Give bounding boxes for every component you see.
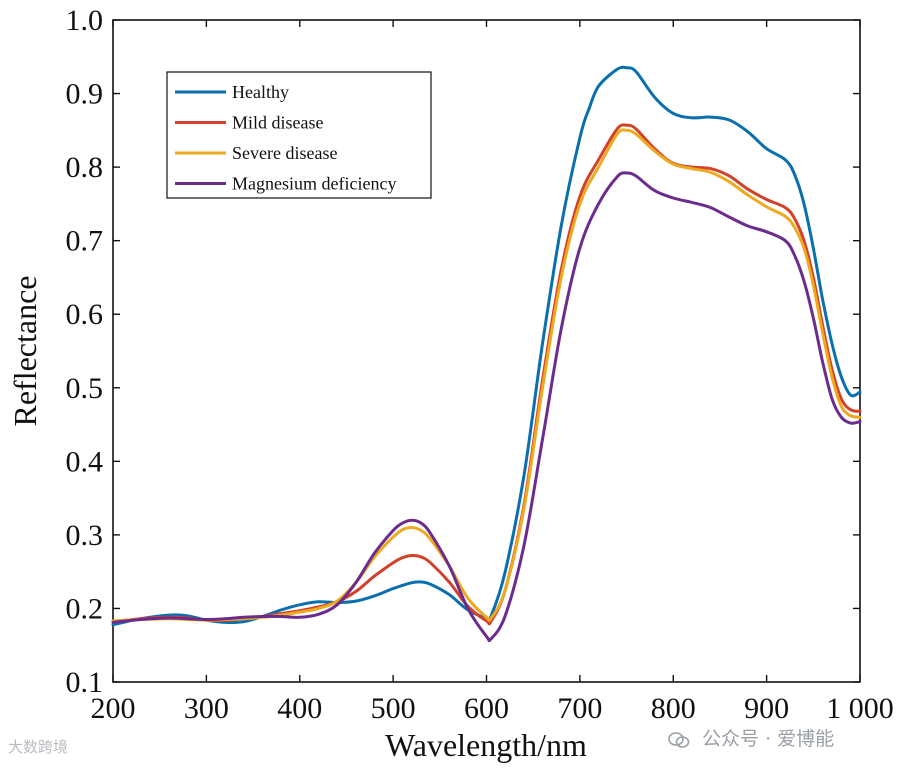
y-tick-label: 0.5 [66, 372, 104, 405]
y-axis-title: Reflectance [7, 276, 43, 427]
watermark-right: 公众号 · 爱博能 [668, 724, 834, 751]
wechat-icon [668, 731, 690, 748]
legend: Healthy Mild disease Severe disease Magnesi… [166, 71, 432, 199]
x-tick-label: 300 [184, 692, 229, 725]
series-line-severe-disease [111, 128, 862, 623]
x-tick-label: 600 [464, 692, 509, 725]
y-tick-label: 0.6 [66, 298, 104, 331]
legend-label-mild-disease: Mild disease [232, 113, 324, 133]
x-tick-label: 800 [651, 692, 696, 725]
watermark-left-text: 大数跨境 [8, 738, 69, 756]
series-lines [111, 65, 862, 643]
y-tick-label: 0.2 [66, 592, 104, 625]
y-axis-ticks: 0.1 0.2 0.3 0.4 0.5 0.6 0.7 0.8 0.9 1.0 [66, 4, 860, 699]
y-tick-label: 0.8 [66, 151, 104, 184]
y-tick-label: 0.9 [66, 78, 104, 111]
x-tick-label: 900 [744, 692, 789, 725]
y-tick-label: 0.4 [66, 445, 104, 478]
legend-label-severe-disease: Severe disease [232, 143, 337, 163]
x-tick-label: 700 [557, 692, 602, 725]
y-tick-label: 1.0 [66, 4, 104, 37]
y-tick-label: 0.3 [66, 519, 104, 552]
x-tick-label: 1 000 [826, 692, 894, 725]
x-axis-ticks: 200 300 400 500 600 700 800 900 1 000 [91, 20, 894, 725]
legend-label-magnesium-deficiency: Magnesium deficiency [232, 174, 396, 194]
x-tick-label: 200 [91, 692, 136, 725]
watermark-left: 大数跨境 [8, 736, 68, 757]
y-tick-label: 0.1 [66, 666, 104, 699]
x-axis-title: Wavelength/nm [385, 727, 587, 763]
x-tick-label: 500 [371, 692, 416, 725]
legend-label-healthy: Healthy [232, 82, 289, 102]
y-tick-label: 0.7 [66, 225, 104, 258]
watermark-right-text: 公众号 · 爱博能 [702, 728, 835, 750]
series-line-healthy [111, 65, 862, 627]
x-tick-label: 400 [277, 692, 322, 725]
series-line-magnesium-deficiency [111, 171, 862, 643]
series-line-mild-disease [111, 123, 862, 626]
